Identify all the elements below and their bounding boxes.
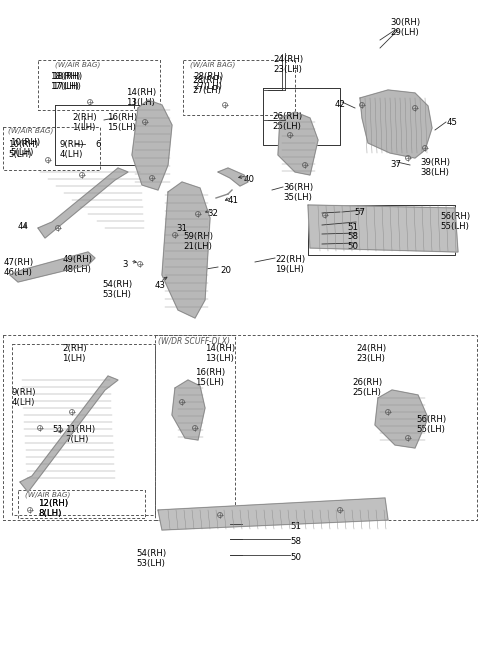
Polygon shape [20,376,118,492]
Text: (W/DR SCUFF-DLX): (W/DR SCUFF-DLX) [158,337,230,346]
Polygon shape [38,168,128,238]
Text: 3: 3 [122,260,128,269]
Text: 56(RH)
55(LH): 56(RH) 55(LH) [416,415,446,434]
Text: 2(RH)
1(LH): 2(RH) 1(LH) [72,113,96,132]
Text: 10(RH)
5(LH): 10(RH) 5(LH) [10,138,40,157]
Text: 50: 50 [347,242,358,251]
Text: 26(RH)
25(LH): 26(RH) 25(LH) [272,112,302,131]
Text: 16(RH)
15(LH): 16(RH) 15(LH) [107,113,137,132]
Text: 57: 57 [354,208,365,217]
Text: 50: 50 [290,553,301,562]
Text: 58: 58 [347,232,358,241]
Text: 31: 31 [176,224,187,233]
Text: 9(RH)
4(LH): 9(RH) 4(LH) [60,140,84,159]
Text: (W/AIR BAG): (W/AIR BAG) [25,491,71,498]
Text: (W/AIR BAG): (W/AIR BAG) [8,128,53,134]
Text: 30(RH)
29(LH): 30(RH) 29(LH) [390,18,420,37]
Text: 44: 44 [18,222,29,231]
Text: 49(RH)
48(LH): 49(RH) 48(LH) [63,255,93,274]
Text: 18(RH)
17(LH): 18(RH) 17(LH) [52,72,82,91]
Polygon shape [308,205,458,252]
Text: 11(RH)
7(LH): 11(RH) 7(LH) [65,425,95,444]
Text: 24(RH)
23(LH): 24(RH) 23(LH) [273,55,303,74]
Text: 14(RH)
13(LH): 14(RH) 13(LH) [205,344,235,363]
Text: 22(RH)
19(LH): 22(RH) 19(LH) [275,255,305,274]
Text: 51: 51 [347,223,358,232]
Text: 36(RH)
35(LH): 36(RH) 35(LH) [283,183,313,202]
Text: 58: 58 [290,537,301,546]
Text: 56(RH)
55(LH): 56(RH) 55(LH) [440,212,470,231]
Polygon shape [278,112,318,175]
Text: 24(RH)
23(LH): 24(RH) 23(LH) [356,344,386,363]
Text: 51: 51 [52,425,63,434]
Polygon shape [172,380,205,440]
Text: 54(RH)
53(LH): 54(RH) 53(LH) [102,280,132,299]
Polygon shape [132,100,172,190]
Text: 28(RH)
27(LH): 28(RH) 27(LH) [193,72,223,91]
Text: 40: 40 [244,175,255,184]
Text: 42: 42 [335,100,346,109]
Text: 18(RH)
17(LH): 18(RH) 17(LH) [50,72,80,91]
Text: 45: 45 [447,118,458,127]
Text: (W/AIR BAG): (W/AIR BAG) [55,62,100,69]
Polygon shape [158,498,388,530]
Polygon shape [375,390,428,448]
Text: 26(RH)
25(LH): 26(RH) 25(LH) [352,378,382,397]
Text: 2(RH)
1(LH): 2(RH) 1(LH) [62,344,86,363]
Polygon shape [10,252,95,282]
Text: 51: 51 [290,522,301,531]
Text: 28(RH)
27(LH): 28(RH) 27(LH) [192,76,222,95]
Polygon shape [162,182,210,318]
Text: 10(RH)
5(LH): 10(RH) 5(LH) [8,140,38,159]
Polygon shape [218,168,248,186]
Polygon shape [360,90,432,158]
Text: 6: 6 [95,140,100,149]
Text: 54(RH)
53(LH): 54(RH) 53(LH) [136,549,166,568]
Text: 43: 43 [155,281,166,290]
Text: 41: 41 [228,196,239,205]
Text: 39(RH)
38(LH): 39(RH) 38(LH) [420,158,450,177]
Text: 12(RH)
8(LH): 12(RH) 8(LH) [38,499,68,518]
Text: 20: 20 [220,266,231,275]
Text: 37: 37 [390,160,401,169]
Text: 14(RH)
13(LH): 14(RH) 13(LH) [126,88,156,107]
Text: 59(RH)
21(LH): 59(RH) 21(LH) [183,232,213,251]
Text: 12(RH)
8(LH): 12(RH) 8(LH) [38,499,68,518]
Text: 9(RH)
4(LH): 9(RH) 4(LH) [12,388,36,407]
Text: 16(RH)
15(LH): 16(RH) 15(LH) [195,368,225,387]
Text: 47(RH)
46(LH): 47(RH) 46(LH) [4,258,34,277]
Text: 32: 32 [207,209,218,218]
Text: (W/AIR BAG): (W/AIR BAG) [190,62,235,69]
